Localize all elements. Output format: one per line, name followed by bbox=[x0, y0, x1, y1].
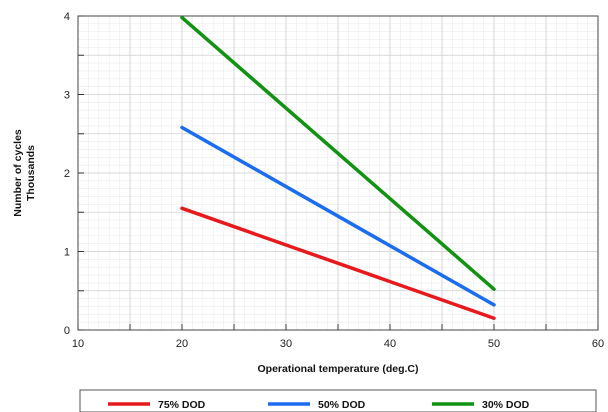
legend-box bbox=[79, 389, 597, 412]
y-tick-label: 4 bbox=[64, 11, 70, 23]
series-line bbox=[180, 15, 496, 291]
y-axis-ticks: 0 1 2 3 4 bbox=[64, 11, 84, 337]
x-tick-label: 30 bbox=[280, 338, 292, 350]
x-tick-label: 10 bbox=[72, 338, 84, 350]
x-tick-label: 50 bbox=[488, 338, 500, 350]
y-axis-title: Number of cycles Thousands bbox=[12, 129, 37, 217]
legend: 75% DOD 50% DOD 30% DOD bbox=[108, 399, 530, 411]
legend-label: 50% DOD bbox=[318, 399, 366, 411]
series-line bbox=[180, 206, 496, 320]
y-tick-label: 3 bbox=[64, 90, 70, 102]
y-tick-label: 0 bbox=[64, 325, 70, 337]
x-axis-ticks: 10 20 30 40 50 60 bbox=[72, 324, 604, 350]
legend-label: 30% DOD bbox=[482, 399, 530, 411]
series-line bbox=[180, 125, 496, 307]
series-lines bbox=[180, 15, 496, 320]
legend-label: 75% DOD bbox=[158, 399, 206, 411]
y-axis-title-line-2: Thousands bbox=[25, 145, 37, 201]
x-tick-label: 60 bbox=[592, 338, 604, 350]
x-axis-title: Operational temperature (deg.C) bbox=[257, 363, 418, 375]
x-tick-label: 20 bbox=[176, 338, 188, 350]
y-axis-title-line-1: Number of cycles bbox=[12, 129, 24, 217]
x-tick-label: 40 bbox=[384, 338, 396, 350]
y-tick-label: 2 bbox=[64, 168, 70, 180]
y-tick-label: 1 bbox=[64, 247, 70, 259]
